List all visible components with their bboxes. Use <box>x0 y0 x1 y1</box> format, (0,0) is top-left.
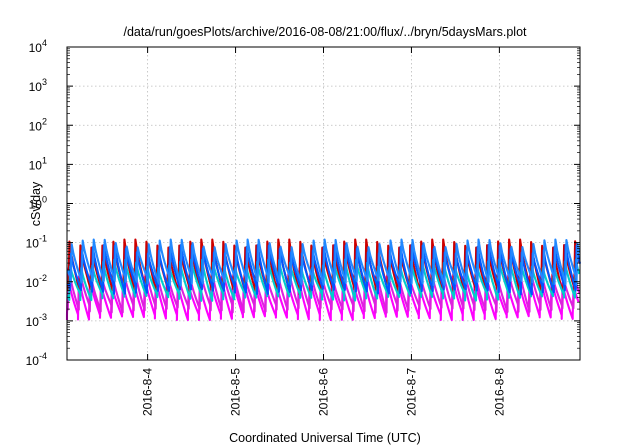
y-tick-label-base: 10 <box>26 276 40 290</box>
y-tick-label: 101 <box>29 155 47 172</box>
x-tick-label: 2016-8-6 <box>317 368 331 416</box>
y-axis-label: cSv/day <box>29 181 43 226</box>
x-tick-label: 2016-8-4 <box>141 368 155 416</box>
y-tick-label-base: 10 <box>26 354 40 368</box>
series-line <box>66 258 581 302</box>
y-tick-label: 100 <box>29 195 47 212</box>
y-tick-label-base: 10 <box>26 315 40 329</box>
plot-series <box>65 238 582 322</box>
y-tick-label-exponent: 0 <box>42 195 47 205</box>
y-tick-label: 10-2 <box>26 273 47 290</box>
x-tick-label: 2016-8-5 <box>229 368 243 416</box>
y-tick-label-base: 10 <box>29 158 43 172</box>
y-tick-label-base: 10 <box>26 237 40 251</box>
y-tick-label-exponent: 3 <box>42 77 47 87</box>
series-line <box>67 238 580 296</box>
y-tick-label-exponent: -1 <box>39 234 47 244</box>
y-tick-label-exponent: -2 <box>39 273 47 283</box>
y-tick-label-base: 10 <box>29 80 43 94</box>
x-tick-label: 2016-8-7 <box>404 368 418 416</box>
y-tick-label-exponent: -4 <box>39 351 47 361</box>
y-tick-label-exponent: 2 <box>42 116 47 126</box>
y-tick-label-base: 10 <box>29 41 43 55</box>
series-line <box>66 238 581 287</box>
y-tick-label-exponent: -3 <box>39 312 47 322</box>
y-tick-label: 10-4 <box>26 351 47 368</box>
x-axis-label: Coordinated Universal Time (UTC) <box>229 431 421 445</box>
x-ticks: 2016-8-4 2016-8-5 2016-8-6 2016-8-7 2016-8-8 <box>141 47 506 416</box>
y-tick-label: 102 <box>29 116 47 133</box>
y-tick-label-base: 10 <box>29 198 43 212</box>
y-tick-label-exponent: 1 <box>42 155 47 165</box>
x-tick-label: 2016-8-8 <box>492 368 506 416</box>
chart-title: /data/run/goesPlots/archive/2016-08-08/2… <box>123 25 527 39</box>
y-tick-label: 10-1 <box>26 234 47 251</box>
y-tick-label: 10-3 <box>26 312 47 329</box>
y-tick-label-exponent: 4 <box>42 38 47 48</box>
y-tick-label: 103 <box>29 77 47 94</box>
y-tick-label: 104 <box>29 38 47 55</box>
y-tick-label-base: 10 <box>29 119 43 133</box>
